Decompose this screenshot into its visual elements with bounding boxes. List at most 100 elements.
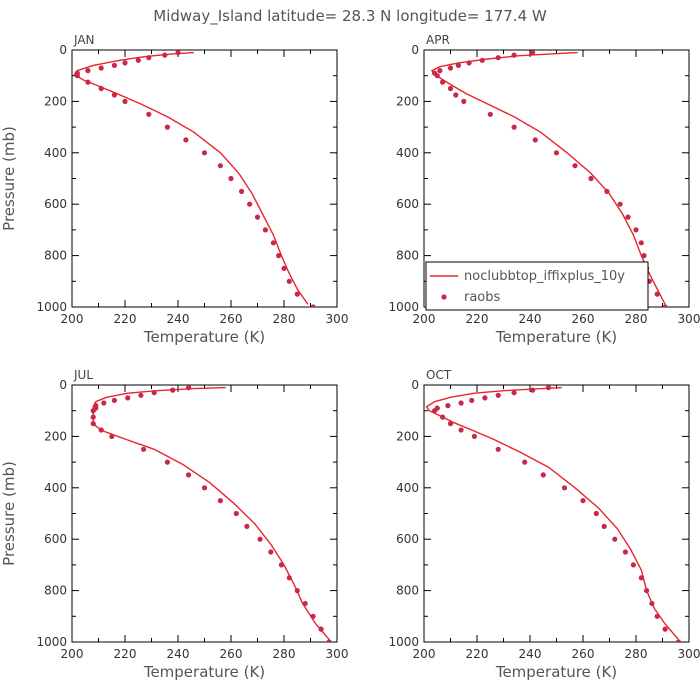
raobs-point	[447, 65, 454, 71]
raobs-point	[511, 52, 517, 58]
y-tick-label: 400	[44, 146, 67, 160]
raobs-point	[151, 390, 157, 396]
raobs-point	[286, 278, 292, 284]
raobs-point	[466, 60, 472, 66]
x-tick-label: 300	[678, 647, 700, 661]
raobs-point	[487, 111, 493, 117]
x-tick-label: 220	[114, 312, 137, 326]
raobs-point	[257, 536, 263, 542]
raobs-point	[662, 304, 668, 307]
panel-label: OCT	[426, 368, 452, 382]
x-tick-label: 280	[273, 647, 296, 661]
raobs-point	[479, 57, 485, 63]
y-tick-label: 0	[59, 378, 67, 392]
x-tick-label: 220	[114, 647, 137, 661]
raobs-point	[281, 265, 287, 271]
x-tick-label: 280	[625, 647, 648, 661]
raobs-point	[612, 536, 618, 542]
raobs-point	[164, 124, 170, 130]
raobs-point	[511, 124, 517, 130]
raobs-point	[326, 639, 332, 642]
raobs-point	[511, 390, 517, 396]
y-tick-label: 800	[44, 249, 67, 263]
plot-frame	[71, 49, 338, 308]
figure-title: Midway_Island latitude= 28.3 N longitude…	[153, 7, 547, 26]
raobs-point	[458, 400, 464, 406]
y-tick-label: 800	[396, 584, 419, 598]
y-tick-label: 1000	[388, 300, 419, 314]
raobs-point	[654, 291, 660, 297]
raobs-point	[111, 397, 117, 403]
raobs-point	[217, 163, 223, 169]
raobs-point	[111, 62, 117, 68]
raobs-point	[561, 485, 568, 491]
y-tick-label: 200	[396, 429, 419, 443]
raobs-point	[532, 137, 538, 143]
raobs-point	[310, 613, 316, 619]
raobs-point	[138, 392, 144, 398]
x-tick-label: 300	[326, 312, 349, 326]
legend-box	[425, 261, 649, 311]
x-tick-label: 240	[167, 312, 190, 326]
x-tick-label: 280	[273, 312, 296, 326]
raobs-point	[74, 73, 80, 79]
x-axis-label: Temperature (K)	[495, 328, 617, 346]
legend-model-label: noclubbtop_iffixplus_10y	[464, 269, 625, 284]
raobs-point	[175, 50, 181, 56]
raobs-point	[125, 395, 131, 401]
y-tick-label: 200	[396, 94, 419, 108]
raobs-point	[101, 400, 107, 406]
x-tick-label: 240	[519, 312, 542, 326]
raobs-point	[447, 421, 454, 427]
x-tick-label: 260	[220, 312, 243, 326]
raobs-point	[540, 472, 546, 478]
raobs-point	[495, 55, 501, 61]
raobs-point	[522, 459, 528, 465]
x-tick-label: 300	[326, 647, 349, 661]
raobs-point	[302, 600, 308, 607]
x-tick-label: 300	[678, 312, 700, 326]
raobs-point	[447, 85, 454, 92]
raobs-point	[109, 433, 115, 439]
model-line	[425, 386, 679, 640]
panel-apr: APR 200 220 240 260 280 300 0 200 400 600 800 1000 Te…	[388, 33, 700, 346]
raobs-point	[244, 523, 250, 530]
raobs-point	[164, 459, 170, 465]
plot-frame	[71, 384, 338, 643]
raobs-point	[638, 575, 644, 581]
raobs-point	[111, 92, 117, 98]
x-tick-label: 260	[572, 312, 595, 326]
raobs-point	[644, 588, 650, 594]
raobs-point	[233, 510, 239, 517]
x-tick-label: 280	[625, 312, 648, 326]
raobs-point	[228, 175, 234, 182]
panel-label: APR	[426, 33, 450, 47]
raobs-point	[170, 387, 176, 393]
y-axis-label: Pressure (mb)	[0, 126, 18, 231]
raobs-point	[162, 52, 168, 58]
raobs-point	[440, 414, 446, 420]
raobs-point	[434, 73, 440, 79]
x-tick-label: 200	[61, 647, 84, 661]
raobs-point	[239, 188, 245, 194]
raobs-point	[286, 575, 292, 581]
raobs-point	[633, 227, 639, 233]
y-tick-label: 600	[396, 197, 419, 211]
raobs-point	[638, 240, 644, 246]
raobs-point	[122, 98, 128, 104]
raobs-point	[654, 613, 660, 619]
raobs-point	[461, 98, 467, 104]
raobs-point	[588, 175, 594, 182]
x-tick-label: 240	[519, 647, 542, 661]
raobs-point	[604, 188, 610, 194]
raobs-point	[622, 549, 629, 555]
raobs-point	[146, 55, 152, 61]
raobs-point	[186, 385, 192, 391]
raobs-point	[545, 385, 552, 391]
raobs-point	[85, 79, 91, 85]
raobs-point	[217, 498, 223, 504]
raobs-point	[90, 421, 96, 427]
x-tick-label: 260	[220, 647, 243, 661]
y-tick-label: 400	[396, 481, 419, 495]
